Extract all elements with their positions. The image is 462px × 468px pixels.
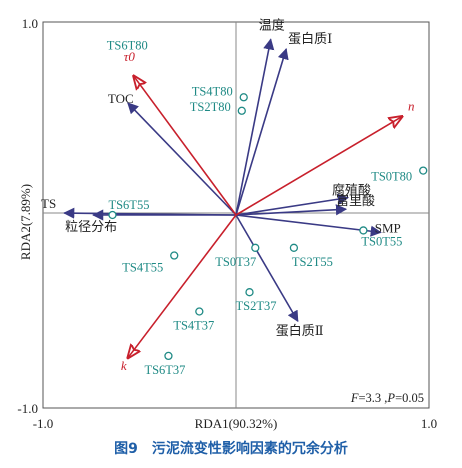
- response-vector-3: [235, 193, 350, 216]
- y-tick-bottom: -1.0: [17, 401, 38, 416]
- sample-layer: [108, 93, 428, 361]
- sample-point-ts6t55: [108, 210, 117, 220]
- response-vector-toc: [127, 102, 237, 216]
- sample-point-ts2t37: [245, 288, 254, 297]
- sample-label-ts2t80: TS2T80: [190, 100, 231, 114]
- sample-label-ts6t55: TS6T55: [108, 198, 149, 212]
- response-vector-label-0: 温度: [259, 17, 285, 32]
- env-vector-label-1: n: [408, 99, 415, 114]
- response-vector-label-1: 蛋白质Ⅰ: [288, 31, 332, 46]
- sample-label-ts4t80: TS4T80: [192, 84, 233, 98]
- response-vector-smp: [235, 214, 382, 237]
- sample-point-ts0t80: [419, 166, 428, 175]
- response-vector-1: [235, 47, 289, 216]
- sample-label-ts0t55: TS0T55: [361, 234, 402, 248]
- y-axis-title: RDA2(7.89%): [18, 184, 33, 260]
- sample-point-ts0t55: [359, 226, 368, 235]
- sample-label-ts6t37: TS6T37: [144, 363, 185, 377]
- response-vector-label-3: 腐殖酸: [332, 183, 371, 198]
- response-vector-label-5: SMP: [375, 220, 401, 235]
- response-vector-label-2: TOC: [108, 91, 134, 106]
- env-vector-0: [134, 76, 237, 216]
- sample-point-ts4t80: [239, 93, 248, 102]
- response-vector-4: [235, 204, 348, 216]
- sample-point-ts4t37: [195, 307, 204, 316]
- x-tick-left: -1.0: [33, 416, 54, 431]
- sample-label-ts2t37: TS2T37: [236, 299, 277, 313]
- x-axis-title: RDA1(90.32%): [195, 416, 278, 431]
- sample-label-ts0t37: TS0T37: [215, 255, 256, 269]
- sample-point-ts6t37: [164, 351, 173, 361]
- response-vector-label-8: 蛋白质Ⅱ: [276, 323, 324, 338]
- sample-point-ts0t37: [251, 243, 260, 252]
- figure-caption: 图9 污泥流变性影响因素的冗余分析: [114, 441, 348, 457]
- rda-biplot: 1.0 -1.0 -1.0 1.0 RDA1(90.32%) RDA2(7.89…: [17, 16, 437, 431]
- env-vector-n: [235, 117, 402, 216]
- stat-annotation: F=3.3 ,P=0.05: [350, 391, 424, 405]
- sample-label-ts0t80: TS0T80: [371, 170, 412, 184]
- sample-label-ts2t55: TS2T55: [292, 255, 333, 269]
- env-vector-label-0: τ0: [124, 49, 136, 64]
- response-vector-8: [235, 214, 299, 323]
- vector-layer: [63, 38, 402, 358]
- sample-point-ts2t55: [289, 243, 299, 252]
- env-vector-label-2: k: [121, 358, 127, 373]
- sample-point-ts2t80: [237, 106, 246, 115]
- sample-point-ts4t55: [170, 251, 179, 260]
- x-tick-right: 1.0: [421, 416, 437, 431]
- env-vector-k: [128, 214, 237, 358]
- sample-label-ts6t80: TS6T80: [107, 38, 148, 52]
- response-vector-label-6: TS: [41, 196, 56, 211]
- sample-label-ts4t55: TS4T55: [122, 261, 163, 275]
- response-vector-0: [235, 38, 275, 216]
- response-vector-label-4: 富里酸: [336, 193, 375, 208]
- y-tick-top: 1.0: [22, 16, 38, 31]
- response-vector-label-7: 粒径分布: [65, 219, 117, 234]
- sample-label-ts4t37: TS4T37: [173, 319, 214, 333]
